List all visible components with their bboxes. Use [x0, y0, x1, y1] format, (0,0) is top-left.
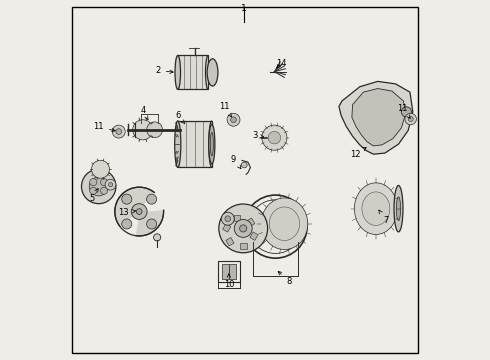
Circle shape: [147, 194, 157, 204]
Circle shape: [131, 204, 147, 220]
Ellipse shape: [354, 183, 397, 234]
Text: 9: 9: [231, 155, 241, 168]
Text: 11: 11: [397, 104, 410, 118]
Ellipse shape: [396, 197, 401, 220]
Bar: [229, 264, 236, 279]
Circle shape: [115, 187, 164, 236]
Text: 3: 3: [252, 131, 264, 140]
Ellipse shape: [394, 185, 403, 232]
Bar: [250, 232, 258, 240]
Circle shape: [81, 169, 116, 204]
Circle shape: [262, 125, 287, 150]
Ellipse shape: [210, 132, 213, 156]
Circle shape: [234, 220, 252, 237]
Text: 4: 4: [140, 105, 148, 120]
Polygon shape: [178, 55, 208, 89]
Circle shape: [219, 204, 268, 253]
Circle shape: [116, 129, 122, 134]
Circle shape: [147, 219, 157, 229]
Circle shape: [90, 179, 97, 186]
Ellipse shape: [175, 55, 180, 89]
Circle shape: [100, 179, 108, 186]
Circle shape: [242, 162, 247, 168]
Circle shape: [89, 177, 108, 196]
Circle shape: [408, 117, 413, 122]
Bar: [222, 224, 231, 232]
Text: 8: 8: [278, 271, 292, 285]
Circle shape: [225, 216, 231, 222]
Circle shape: [231, 117, 236, 123]
Text: 2: 2: [156, 66, 173, 75]
Circle shape: [227, 113, 240, 126]
Text: 1: 1: [242, 4, 247, 13]
Text: 6: 6: [175, 111, 185, 124]
Polygon shape: [178, 121, 212, 167]
Text: 13: 13: [119, 208, 136, 217]
Text: 7: 7: [379, 210, 388, 225]
Ellipse shape: [362, 192, 390, 225]
Circle shape: [105, 179, 116, 190]
Circle shape: [108, 183, 113, 187]
Text: 5: 5: [89, 189, 98, 203]
Bar: [226, 238, 234, 246]
Circle shape: [221, 212, 234, 225]
Ellipse shape: [209, 124, 215, 164]
Bar: [234, 215, 240, 221]
Text: 11: 11: [219, 102, 231, 117]
Circle shape: [268, 131, 281, 144]
Circle shape: [92, 160, 109, 178]
Circle shape: [90, 187, 97, 194]
Circle shape: [147, 122, 163, 138]
Ellipse shape: [261, 198, 308, 249]
Wedge shape: [119, 212, 139, 237]
Circle shape: [405, 113, 416, 125]
Text: 11: 11: [94, 122, 115, 132]
Ellipse shape: [175, 121, 181, 167]
Circle shape: [153, 234, 161, 241]
Circle shape: [240, 225, 247, 232]
Ellipse shape: [207, 59, 218, 86]
Text: 12: 12: [350, 148, 366, 159]
Circle shape: [133, 120, 153, 140]
Circle shape: [112, 125, 125, 138]
Bar: [246, 218, 255, 226]
Bar: [222, 264, 228, 279]
Circle shape: [136, 209, 142, 215]
Bar: [218, 261, 240, 282]
Polygon shape: [352, 89, 406, 146]
Bar: [240, 243, 247, 249]
Circle shape: [122, 219, 132, 229]
Text: 14: 14: [275, 59, 286, 68]
Circle shape: [100, 187, 108, 194]
Ellipse shape: [270, 207, 299, 240]
Text: 10: 10: [223, 274, 234, 289]
Wedge shape: [139, 192, 165, 212]
Circle shape: [122, 194, 132, 204]
Polygon shape: [339, 81, 413, 154]
Circle shape: [401, 107, 412, 117]
